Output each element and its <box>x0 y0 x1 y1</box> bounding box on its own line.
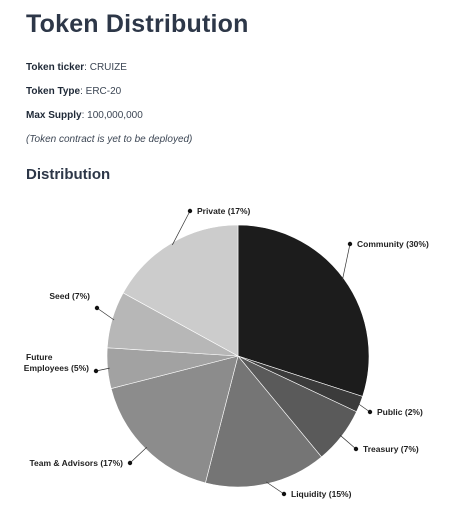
slice-label-treasury: Treasury (7%) <box>363 444 419 454</box>
label-dot-community <box>347 241 353 247</box>
slice-label-public: Public (2%) <box>377 407 423 417</box>
max-supply-value: 100,000,000 <box>87 110 143 121</box>
leader-line-future-employees <box>95 367 110 372</box>
max-supply-sep: : <box>81 110 88 121</box>
leader-line-community <box>342 243 351 281</box>
pie-slice-liquidity <box>205 355 322 488</box>
token-ticker-line: Token ticker: CRUIZE <box>26 62 127 73</box>
pie-labels: Community (30%) Public (2%) Treasury (7%) L… <box>24 206 429 499</box>
token-type-sep: : <box>80 86 86 97</box>
label-dot-private <box>187 208 193 214</box>
max-supply-label: Max Supply <box>26 110 82 121</box>
label-dot-future-employees <box>93 368 99 374</box>
slice-label-community: Community (30%) <box>357 239 429 249</box>
deployment-note: (Token contract is yet to be deployed) <box>26 134 193 145</box>
label-dot-treasury <box>353 446 359 452</box>
leader-line-seed <box>96 307 115 321</box>
label-dot-seed <box>94 305 100 311</box>
pie-slice-community <box>237 224 370 397</box>
slice-label-future-employees: Future Employees (5%) <box>24 352 89 373</box>
token-type-line: Token Type: ERC-20 <box>26 86 121 97</box>
distribution-heading: Distribution <box>26 166 111 183</box>
pie-slices <box>106 224 370 488</box>
label-dot-team-and-advisors <box>127 460 133 466</box>
token-ticker-label: Token ticker <box>26 62 85 73</box>
slice-label-seed: Seed (7%) <box>49 291 90 301</box>
leader-line-team-and-advisors <box>129 446 148 464</box>
slice-label-team-and-advisors: Team & Advisors (17%) <box>29 458 123 468</box>
token-ticker-sep: : <box>84 62 90 73</box>
slice-label-private: Private (17%) <box>197 206 251 216</box>
token-ticker-value: CRUIZE <box>89 62 127 73</box>
label-dot-public <box>367 409 373 415</box>
token-type-value: ERC-20 <box>85 86 122 97</box>
leader-line-private <box>172 210 191 246</box>
max-supply-line: Max Supply: 100,000,000 <box>26 110 143 121</box>
leader-line-public <box>357 403 371 413</box>
leader-line-treasury <box>339 434 357 450</box>
slice-label-liquidity: Liquidity (15%) <box>291 489 352 499</box>
token-type-label: Token Type <box>26 86 81 97</box>
pie-slice-private <box>122 224 239 357</box>
page-title: Token Distribution <box>26 10 249 38</box>
label-dot-liquidity <box>281 491 287 497</box>
leader-line-liquidity <box>265 481 285 495</box>
